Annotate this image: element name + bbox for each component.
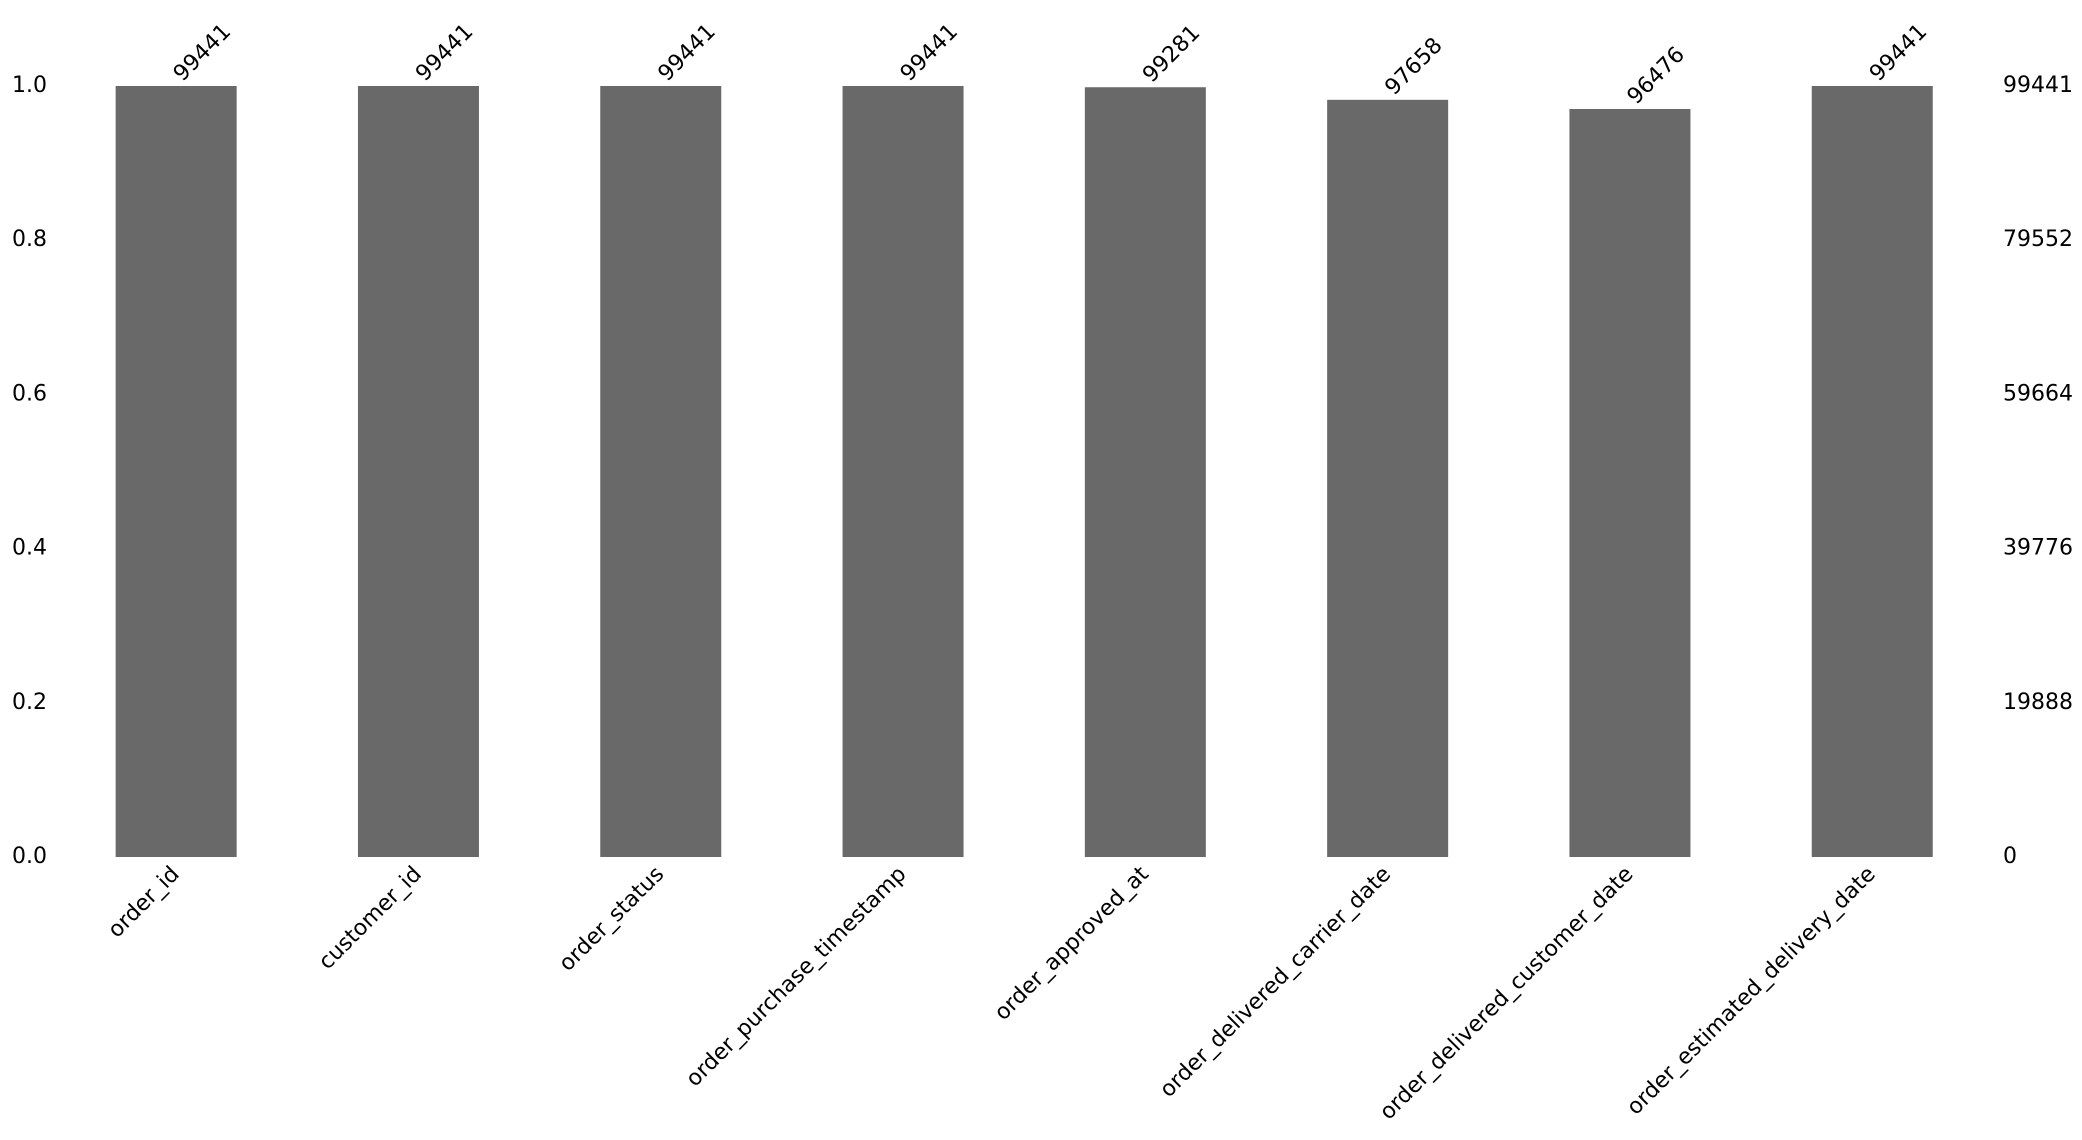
bar bbox=[115, 86, 237, 857]
y2-tick-label: 19888 bbox=[2003, 690, 2073, 715]
value-label: 99441 bbox=[411, 19, 478, 86]
value-label: 99281 bbox=[1138, 21, 1205, 88]
value-label: 99441 bbox=[896, 19, 963, 86]
y2-tick-label: 0 bbox=[2003, 844, 2017, 869]
y2-tick-label: 99441 bbox=[2003, 73, 2073, 98]
bar bbox=[1084, 87, 1206, 857]
bar bbox=[1811, 86, 1933, 857]
bar bbox=[1569, 108, 1691, 858]
value-label: 97658 bbox=[1380, 33, 1447, 100]
y-tick-label: 0.0 bbox=[12, 844, 47, 869]
y-tick-label: 0.6 bbox=[12, 381, 47, 406]
bar bbox=[842, 86, 964, 857]
bar bbox=[600, 86, 722, 857]
value-label: 99441 bbox=[169, 19, 236, 86]
x-tick-label: order_status bbox=[554, 862, 669, 977]
x-tick-label: order_approved_at bbox=[990, 862, 1154, 1026]
bar bbox=[1327, 99, 1449, 857]
value-label: 99441 bbox=[654, 19, 721, 86]
y2-tick-label: 39776 bbox=[2003, 536, 2073, 561]
x-tick-label: order_id bbox=[103, 862, 184, 943]
y-tick-label: 0.8 bbox=[12, 227, 47, 252]
bar bbox=[357, 86, 479, 857]
y2-tick-label: 79552 bbox=[2003, 227, 2073, 252]
value-label: 99441 bbox=[1865, 19, 1932, 86]
x-tick-label: order_delivered_customer_date bbox=[1375, 862, 1638, 1125]
x-tick-label: customer_id bbox=[314, 862, 427, 975]
y-tick-label: 1.0 bbox=[12, 73, 47, 98]
y2-tick-label: 59664 bbox=[2003, 381, 2073, 406]
y-tick-label: 0.4 bbox=[12, 536, 47, 561]
y-tick-label: 0.2 bbox=[12, 690, 47, 715]
x-tick-label: order_estimated_delivery_date bbox=[1622, 862, 1880, 1120]
x-tick-label: order_delivered_carrier_date bbox=[1155, 862, 1396, 1103]
x-tick-label: order_purchase_timestamp bbox=[681, 862, 911, 1092]
value-label: 96476 bbox=[1623, 42, 1690, 109]
